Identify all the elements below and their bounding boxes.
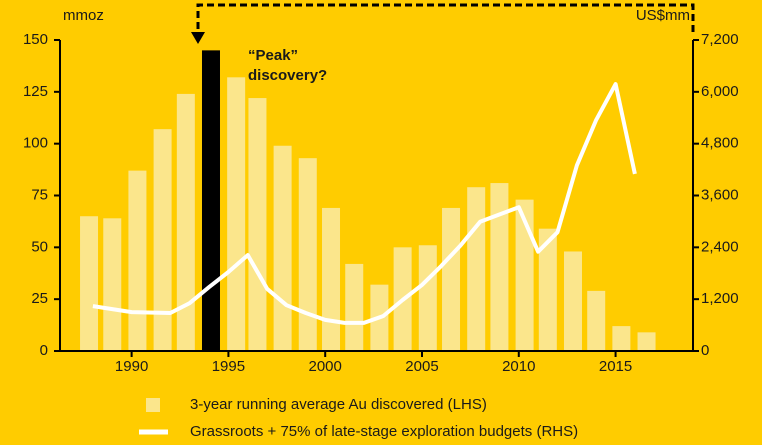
y2-tick-label: 6,000 [701,83,739,100]
y2-tick-label: 1,200 [701,290,739,307]
x-tick-label: 2000 [309,358,342,375]
bar [418,245,437,351]
bar [587,290,606,351]
bar [467,187,486,351]
bar [637,332,656,351]
bar [490,183,509,351]
bar [103,218,122,351]
bar [201,50,220,351]
legend-swatch [146,398,160,412]
y-tick-label: 100 [23,135,48,152]
y2-tick-label: 7,200 [701,31,739,48]
annotation: “Peak” [248,47,298,64]
x-tick-label: 1990 [115,358,148,375]
y-tick-label: 50 [31,238,48,255]
y2-tick-label: 2,400 [701,238,739,255]
x-tick-label: 2015 [599,358,632,375]
bar [153,129,172,351]
bar [273,145,292,351]
y-tick-label: 25 [31,290,48,307]
annotation-arrow [191,32,205,44]
bar [538,228,557,351]
bar [128,170,147,351]
bar [612,326,631,351]
bar [515,199,534,351]
bar [442,207,461,351]
line [92,82,637,325]
y-tick-label: 75 [31,186,48,203]
bar [248,98,267,351]
y-axis-label: mmoz [63,7,104,24]
y2-tick-label: 0 [701,342,709,359]
legend-label: 3-year running average Au discovered (LH… [190,396,487,413]
bar [227,77,246,351]
annotation: discovery? [248,67,327,84]
y2-tick-label: 4,800 [701,135,739,152]
y2-tick-label: 3,600 [701,186,739,203]
y-tick-label: 125 [23,83,48,100]
x-tick-label: 2010 [502,358,535,375]
bar [322,207,341,351]
y-tick-label: 150 [23,31,48,48]
y-tick-label: 0 [40,342,48,359]
bar [298,158,317,351]
y2-axis-label: US$mm [636,7,690,24]
annotation-connector [196,3,695,40]
bar [176,93,195,351]
bar [345,263,364,351]
bar [80,216,99,351]
bar [563,251,582,351]
x-tick-label: 1995 [212,358,245,375]
x-tick-label: 2005 [405,358,438,375]
legend-label: Grassroots + 75% of late-stage explorati… [190,423,578,440]
